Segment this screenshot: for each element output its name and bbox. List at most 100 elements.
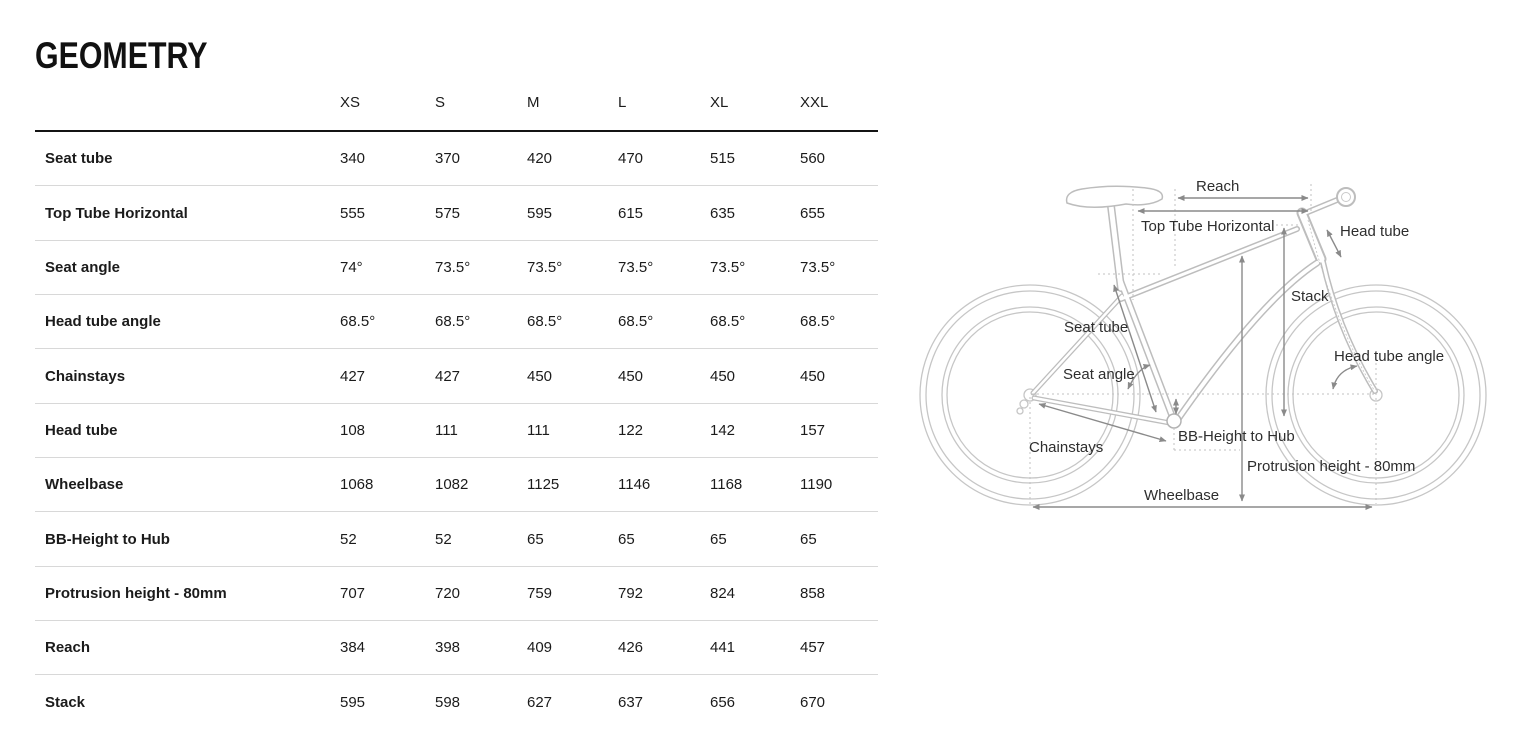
value-cell: 637 bbox=[618, 693, 644, 711]
bike-diagram-svg: Reach Top Tube Horizontal Head tube Stac… bbox=[919, 178, 1487, 510]
row-label: Protrusion height - 80mm bbox=[45, 584, 227, 602]
handlebar-grip bbox=[1336, 187, 1356, 207]
bb-height-label: BB-Height to Hub bbox=[1178, 428, 1295, 445]
table-row: Chainstays 427 427 450 450 450 450 bbox=[35, 349, 878, 404]
tth-label: Top Tube Horizontal bbox=[1141, 218, 1274, 235]
value-cell: 595 bbox=[527, 204, 553, 222]
chainstays-label: Chainstays bbox=[1029, 439, 1103, 456]
value-cell: 73.5° bbox=[618, 258, 654, 276]
page-title: GEOMETRY bbox=[35, 35, 208, 76]
seat-tube-label: Seat tube bbox=[1064, 319, 1128, 336]
value-cell: 52 bbox=[340, 530, 357, 548]
value-cell: 409 bbox=[527, 639, 553, 657]
value-cell: 635 bbox=[710, 204, 736, 222]
table-row: Reach 384 398 409 426 441 457 bbox=[35, 621, 878, 676]
head-tube-label: Head tube bbox=[1340, 223, 1409, 240]
value-cell: 340 bbox=[340, 150, 366, 168]
value-cell: 598 bbox=[435, 693, 461, 711]
value-cell: 427 bbox=[340, 367, 366, 385]
value-cell: 457 bbox=[800, 639, 826, 657]
table-row: Wheelbase 1068 1082 1125 1146 1168 1190 bbox=[35, 458, 878, 513]
value-cell: 68.5° bbox=[340, 313, 376, 331]
table-row: Seat angle 74° 73.5° 73.5° 73.5° 73.5° 73.5° bbox=[35, 241, 878, 296]
column-header: XL bbox=[710, 93, 729, 111]
value-cell: 627 bbox=[527, 693, 553, 711]
geometry-section: GEOMETRY XS S M L XL XXL Seat tube 340 370 420 47… bbox=[35, 30, 878, 729]
value-cell: 65 bbox=[527, 530, 544, 548]
value-cell: 450 bbox=[527, 367, 553, 385]
table-row: BB-Height to Hub 52 52 65 65 65 65 bbox=[35, 512, 878, 567]
value-cell: 111 bbox=[435, 421, 458, 439]
value-cell: 450 bbox=[618, 367, 644, 385]
reach-label: Reach bbox=[1196, 178, 1239, 195]
value-cell: 470 bbox=[618, 150, 644, 168]
value-cell: 122 bbox=[618, 421, 644, 439]
value-cell: 420 bbox=[527, 150, 553, 168]
value-cell: 1125 bbox=[527, 476, 560, 494]
value-cell: 824 bbox=[710, 584, 736, 602]
row-label: Wheelbase bbox=[45, 476, 124, 494]
value-cell: 68.5° bbox=[527, 313, 563, 331]
table-row: Head tube 108 111 111 122 142 157 bbox=[35, 404, 878, 459]
row-label: Chainstays bbox=[45, 367, 126, 385]
value-cell: 792 bbox=[618, 584, 644, 602]
value-cell: 575 bbox=[435, 204, 461, 222]
value-cell: 65 bbox=[710, 530, 727, 548]
column-header: XS bbox=[340, 93, 361, 111]
value-cell: 108 bbox=[340, 421, 366, 439]
row-label: Stack bbox=[45, 693, 86, 711]
value-cell: 1190 bbox=[800, 476, 833, 494]
geometry-table: XS S M L XL XXL Seat tube 340 370 420 470 515 560 To… bbox=[35, 74, 878, 729]
bike-geometry-diagram: Reach Top Tube Horizontal Head tube Stac… bbox=[915, 140, 1539, 570]
diagram-labels: Reach Top Tube Horizontal Head tube Stac… bbox=[1029, 178, 1444, 504]
table-row: Protrusion height - 80mm 707 720 759 792 824 8… bbox=[35, 567, 878, 622]
value-cell: 68.5° bbox=[618, 313, 654, 331]
value-cell: 65 bbox=[800, 530, 817, 548]
value-cell: 670 bbox=[800, 693, 826, 711]
table-row: Stack 595 598 627 637 656 670 bbox=[35, 675, 878, 728]
column-header: L bbox=[618, 93, 627, 111]
value-cell: 515 bbox=[710, 150, 736, 168]
value-cell: 615 bbox=[618, 204, 644, 222]
value-cell: 73.5° bbox=[527, 258, 563, 276]
value-cell: 157 bbox=[800, 421, 826, 439]
row-label: Top Tube Horizontal bbox=[45, 204, 188, 222]
stack-label: Stack bbox=[1291, 288, 1329, 305]
row-label: BB-Height to Hub bbox=[45, 530, 170, 548]
value-cell: 1168 bbox=[710, 476, 743, 494]
row-label: Seat tube bbox=[45, 150, 113, 168]
table-row: Top Tube Horizontal 555 575 595 615 635 655 bbox=[35, 186, 878, 241]
protrusion-label: Protrusion height - 80mm bbox=[1247, 458, 1415, 475]
value-cell: 560 bbox=[800, 150, 826, 168]
row-label: Seat angle bbox=[45, 258, 121, 276]
value-cell: 655 bbox=[800, 204, 826, 222]
value-cell: 595 bbox=[340, 693, 366, 711]
value-cell: 1146 bbox=[618, 476, 651, 494]
value-cell: 441 bbox=[710, 639, 736, 657]
value-cell: 73.5° bbox=[435, 258, 471, 276]
column-header: S bbox=[435, 93, 446, 111]
value-cell: 858 bbox=[800, 584, 826, 602]
value-cell: 1082 bbox=[435, 476, 469, 494]
value-cell: 398 bbox=[435, 639, 461, 657]
value-cell: 707 bbox=[340, 584, 366, 602]
value-cell: 384 bbox=[340, 639, 366, 657]
value-cell: 427 bbox=[435, 367, 461, 385]
row-label: Reach bbox=[45, 639, 91, 657]
value-cell: 68.5° bbox=[710, 313, 746, 331]
saddle bbox=[1065, 185, 1164, 208]
value-cell: 656 bbox=[710, 693, 736, 711]
row-label: Head tube bbox=[45, 421, 118, 439]
value-cell: 68.5° bbox=[435, 313, 471, 331]
table-row: Head tube angle 68.5° 68.5° 68.5° 68.5° 68.5°… bbox=[35, 295, 878, 350]
value-cell: 111 bbox=[527, 421, 550, 439]
value-cell: 720 bbox=[435, 584, 461, 602]
wheelbase-label: Wheelbase bbox=[1144, 487, 1219, 504]
value-cell: 68.5° bbox=[800, 313, 836, 331]
head-tube-arrow bbox=[1326, 229, 1342, 258]
chainstays-arrow bbox=[1038, 402, 1167, 443]
value-cell: 73.5° bbox=[800, 258, 836, 276]
seat-angle-arc bbox=[1127, 364, 1151, 390]
value-cell: 74° bbox=[340, 258, 363, 276]
value-cell: 555 bbox=[340, 204, 366, 222]
